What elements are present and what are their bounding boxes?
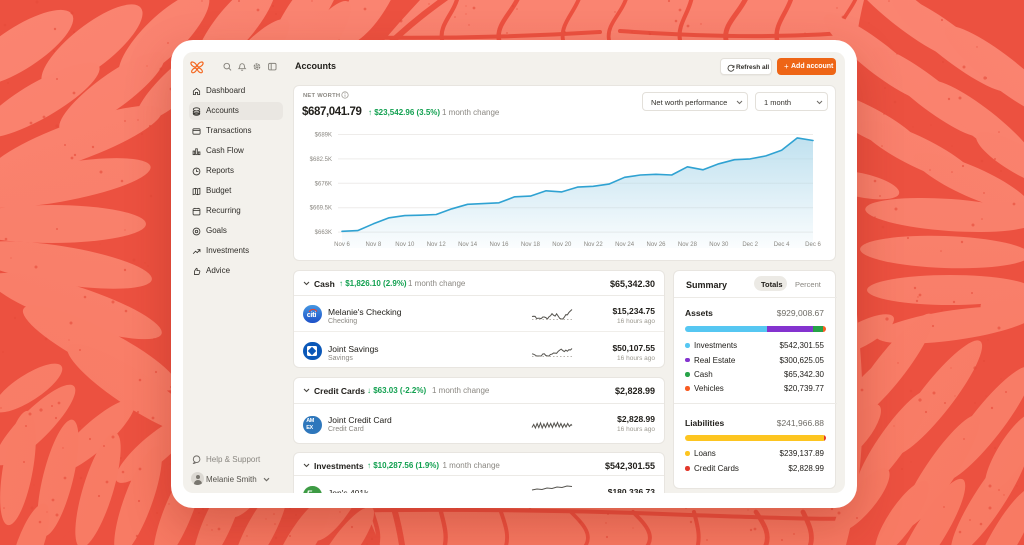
svg-text:Nov 8: Nov 8 xyxy=(366,242,382,248)
svg-text:Nov 18: Nov 18 xyxy=(521,242,541,248)
svg-text:Nov 16: Nov 16 xyxy=(489,242,509,248)
svg-text:$689K: $689K xyxy=(315,132,332,138)
svg-text:$663K: $663K xyxy=(315,230,332,236)
svg-text:Dec 6: Dec 6 xyxy=(805,242,821,248)
svg-text:Nov 14: Nov 14 xyxy=(458,242,478,248)
svg-text:$676K: $676K xyxy=(315,181,332,187)
svg-text:Nov 10: Nov 10 xyxy=(395,242,415,248)
svg-text:Nov 30: Nov 30 xyxy=(709,242,729,248)
svg-text:$682.5K: $682.5K xyxy=(310,156,332,162)
svg-text:Nov 12: Nov 12 xyxy=(427,242,447,248)
svg-text:Nov 28: Nov 28 xyxy=(678,242,698,248)
svg-text:$669.5K: $669.5K xyxy=(310,205,332,211)
svg-text:Nov 6: Nov 6 xyxy=(334,242,350,248)
svg-text:Nov 20: Nov 20 xyxy=(552,242,572,248)
svg-text:Dec 4: Dec 4 xyxy=(774,242,790,248)
svg-text:Nov 24: Nov 24 xyxy=(615,242,635,248)
svg-text:Nov 26: Nov 26 xyxy=(646,242,666,248)
svg-text:Dec 2: Dec 2 xyxy=(742,242,758,248)
svg-text:Nov 22: Nov 22 xyxy=(584,242,604,248)
